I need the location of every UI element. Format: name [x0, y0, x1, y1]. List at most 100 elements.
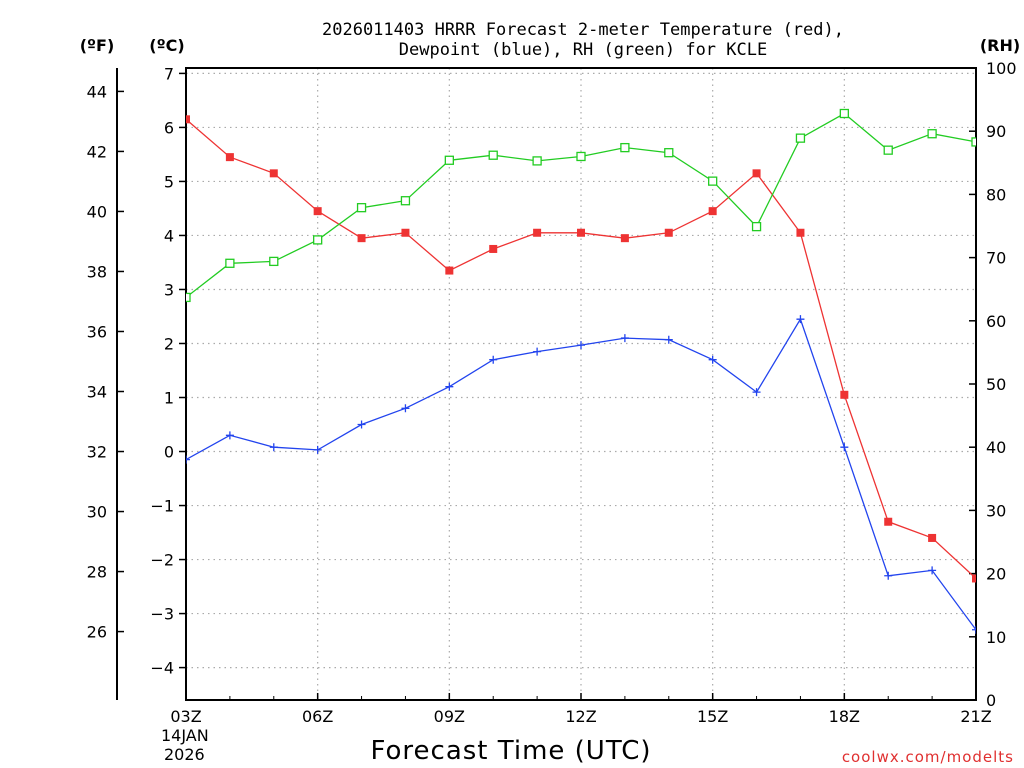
f-tick-label: 34: [87, 383, 107, 402]
data-point: [884, 517, 893, 526]
series-relative-humidity: [186, 108, 976, 303]
unit-label-celsius: (ºC): [149, 36, 184, 55]
data-point: [751, 221, 762, 232]
unit-label-rh: (RH): [980, 36, 1020, 55]
data-point: [444, 155, 454, 165]
data-point: [752, 388, 761, 397]
data-point: [356, 203, 367, 213]
c-tick-label: 0: [164, 443, 174, 462]
data-point: [269, 256, 279, 267]
f-tick-label: 32: [87, 443, 107, 462]
data-point: [795, 133, 806, 143]
data-point: [401, 228, 410, 237]
data-point: [928, 566, 937, 575]
rh-tick-label: 100: [986, 59, 1017, 78]
data-point: [664, 335, 673, 344]
data-point: [884, 571, 893, 580]
data-point: [883, 145, 893, 155]
data-point: [708, 207, 717, 216]
data-point: [533, 347, 542, 356]
data-point: [445, 266, 454, 275]
x-axis-label: Forecast Time (UTC): [370, 736, 651, 766]
c-tick-label: −3: [150, 605, 174, 624]
data-point: [313, 445, 322, 454]
data-point: [620, 234, 629, 243]
rh-tick-label: 20: [986, 565, 1006, 584]
data-point: [313, 235, 323, 245]
f-tick-label: 28: [87, 563, 107, 582]
data-point: [532, 156, 542, 166]
data-point: [186, 455, 190, 464]
data-point: [927, 129, 937, 139]
data-point: [489, 355, 498, 364]
data-point: [928, 533, 937, 542]
f-tick-label: 30: [87, 503, 107, 522]
x-tick-label: 09Z: [434, 707, 465, 726]
series-temperature: [186, 115, 976, 583]
rh-tick-label: 40: [986, 438, 1006, 457]
rh-tick-label: 0: [986, 691, 996, 710]
f-tick-label: 42: [87, 142, 107, 161]
axes: −4−3−2−101234567262830323436384042440102…: [87, 59, 1017, 726]
f-tick-label: 26: [87, 623, 107, 642]
credit-label: coolwx.com/modelts: [842, 748, 1014, 766]
c-tick-label: 7: [164, 64, 174, 83]
c-tick-label: 2: [164, 334, 174, 353]
data-point: [620, 142, 630, 153]
data-point: [400, 196, 411, 206]
data-point: [796, 228, 805, 237]
data-point: [225, 153, 234, 162]
f-tick-label: 38: [87, 262, 107, 281]
x-tick-label: 18Z: [829, 707, 860, 726]
rh-tick-label: 30: [986, 501, 1006, 520]
date-label-day: 14JAN: [161, 726, 209, 745]
c-tick-label: −2: [150, 551, 174, 570]
rh-tick-label: 50: [986, 375, 1006, 394]
data-point: [971, 137, 976, 147]
x-tick-label: 03Z: [170, 707, 201, 726]
series-layer: [186, 108, 976, 634]
series-dewpoint: [186, 315, 976, 634]
data-point: [972, 574, 976, 583]
data-point: [664, 148, 674, 158]
data-point: [972, 625, 976, 634]
data-point: [840, 443, 849, 452]
x-tick-label: 21Z: [960, 707, 991, 726]
data-point: [664, 228, 673, 237]
c-tick-label: −1: [150, 497, 174, 516]
data-point: [269, 443, 278, 452]
data-point: [225, 431, 234, 440]
data-point: [489, 244, 498, 253]
data-point: [401, 404, 410, 413]
x-tick-label: 06Z: [302, 707, 333, 726]
data-point: [796, 315, 805, 324]
c-tick-label: 3: [164, 280, 174, 299]
c-tick-label: 4: [164, 226, 174, 245]
c-tick-label: 5: [164, 172, 174, 191]
date-label-year: 2026: [164, 745, 205, 764]
f-tick-label: 40: [87, 202, 107, 221]
c-tick-label: 6: [164, 118, 174, 137]
rh-tick-label: 70: [986, 249, 1006, 268]
data-point: [577, 228, 585, 237]
gridlines: [186, 68, 976, 700]
data-point: [445, 382, 454, 391]
c-tick-label: −4: [150, 659, 174, 678]
data-point: [576, 151, 586, 162]
rh-tick-label: 80: [986, 185, 1006, 204]
data-point: [357, 420, 366, 429]
data-point: [357, 234, 366, 243]
chart-title-line2: Dewpoint (blue), RH (green) for KCLE: [399, 40, 767, 60]
c-tick-label: 1: [164, 389, 174, 408]
data-point: [752, 169, 761, 178]
f-tick-label: 36: [87, 322, 107, 341]
rh-tick-label: 90: [986, 122, 1006, 141]
data-point: [620, 334, 629, 343]
unit-label-fahrenheit: (ºF): [80, 36, 115, 55]
rh-tick-label: 10: [986, 628, 1006, 647]
rh-tick-label: 60: [986, 312, 1006, 331]
data-point: [313, 207, 322, 216]
f-tick-label: 44: [87, 82, 107, 101]
chart-title-line1: 2026011403 HRRR Forecast 2-meter Tempera…: [322, 20, 844, 40]
